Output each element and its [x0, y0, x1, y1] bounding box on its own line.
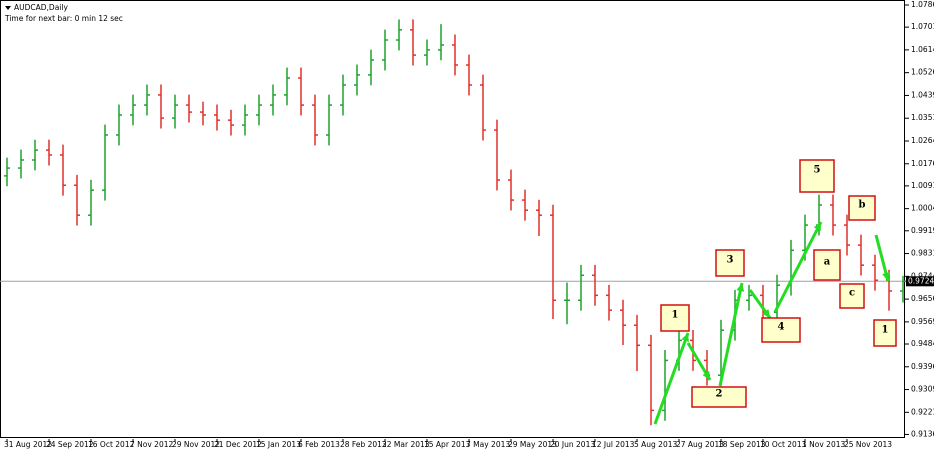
y-tick-label: 1.05265 — [911, 68, 934, 77]
x-tick-label: 31 Aug 2012 — [4, 440, 52, 449]
price-tag — [906, 276, 934, 287]
wave-arrow — [653, 332, 690, 425]
x-tick-label: 15 Jan 2013 — [256, 440, 301, 449]
wave-label: 1 — [672, 310, 679, 321]
x-tick-label: 7 May 2013 — [466, 440, 510, 449]
wave-box — [848, 195, 876, 221]
symbol: AUDCAD,Daily — [14, 3, 68, 12]
y-tick-label: 0.97440 — [911, 271, 934, 280]
y-tick-label: 1.00040 — [911, 204, 934, 213]
wave-label: 2 — [716, 389, 723, 400]
wave-arrowhead — [882, 272, 890, 281]
y-tick-label: 1.03515 — [911, 113, 934, 122]
y-tick-label: 1.06140 — [911, 45, 934, 54]
wave-box — [873, 319, 897, 347]
wave-arrow — [718, 282, 744, 387]
x-tick-label: 18 Sep 2013 — [718, 440, 766, 449]
y-tick-label: 0.94840 — [911, 339, 934, 348]
y-tick-label: 0.99190 — [911, 226, 934, 235]
wave-arrowhead — [702, 371, 710, 380]
y-tick-label: 1.02640 — [911, 136, 934, 145]
y-tick-label: 0.95690 — [911, 317, 934, 326]
x-tick-label: 22 Mar 2013 — [382, 440, 430, 449]
wave-box — [761, 317, 801, 343]
x-tick-label: 15 Apr 2013 — [424, 440, 471, 449]
wave-box — [691, 386, 747, 408]
x-tick-label: 5 Aug 2013 — [634, 440, 677, 449]
y-tick-label: 0.96565 — [911, 294, 934, 303]
y-tick-label: 1.01765 — [911, 159, 934, 168]
wave-arrowhead — [736, 283, 745, 292]
timer: Time for next bar: 0 min 12 sec — [4, 14, 123, 23]
x-tick-label: 7 Nov 2012 — [130, 440, 173, 449]
wave-label: 4 — [778, 322, 785, 333]
price-tag-label: 0.97249 — [908, 276, 934, 285]
wave-box — [839, 283, 865, 309]
x-tick-label: 27 Aug 2013 — [676, 440, 724, 449]
x-tick-label: 29 Nov 2012 — [172, 440, 220, 449]
y-tick-label: 0.91365 — [911, 429, 934, 438]
wave-arrowhead — [762, 309, 770, 318]
x-tick-label: 12 Jul 2013 — [592, 440, 635, 449]
y-tick-label: 0.93090 — [911, 385, 934, 394]
x-tick-label: 16 Oct 2012 — [88, 440, 135, 449]
x-tick-label: 29 May 2013 — [508, 440, 557, 449]
wave-box — [715, 249, 745, 277]
wave-box — [813, 249, 841, 281]
wave-label: c — [849, 288, 855, 299]
x-tick-label: 24 Sep 2012 — [46, 440, 94, 449]
y-tick-label: 1.07865 — [911, 0, 934, 9]
wave-box — [660, 304, 690, 332]
y-tick-label: 1.07015 — [911, 22, 934, 31]
wave-label: a — [824, 257, 831, 268]
y-tick-label: 1.04390 — [911, 90, 934, 99]
wave-label: 1 — [882, 325, 889, 336]
wave-arrowhead — [681, 333, 689, 342]
wave-label: 3 — [727, 255, 734, 266]
wave-box — [799, 159, 835, 193]
x-tick-label: 20 Jun 2013 — [550, 440, 595, 449]
y-tick-label: 0.93965 — [911, 362, 934, 371]
x-tick-label: 28 Feb 2013 — [340, 440, 387, 449]
y-tick-label: 0.92215 — [911, 407, 934, 416]
wave-arrow — [773, 221, 823, 313]
x-tick-label: 10 Oct 2013 — [760, 440, 807, 449]
menu-icon[interactable] — [5, 6, 11, 10]
y-tick-label: 0.98315 — [911, 249, 934, 258]
x-tick-label: 1 Nov 2013 — [802, 440, 845, 449]
wave-arrowhead — [813, 222, 821, 231]
x-tick-label: 21 Dec 2012 — [214, 440, 262, 449]
y-tick-label: 1.00915 — [911, 181, 934, 190]
wave-label: b — [859, 200, 866, 211]
wave-label: 5 — [814, 165, 821, 176]
x-tick-label: 25 Nov 2013 — [844, 440, 892, 449]
x-tick-label: 6 Feb 2013 — [298, 440, 340, 449]
plot-frame — [0, 0, 905, 438]
